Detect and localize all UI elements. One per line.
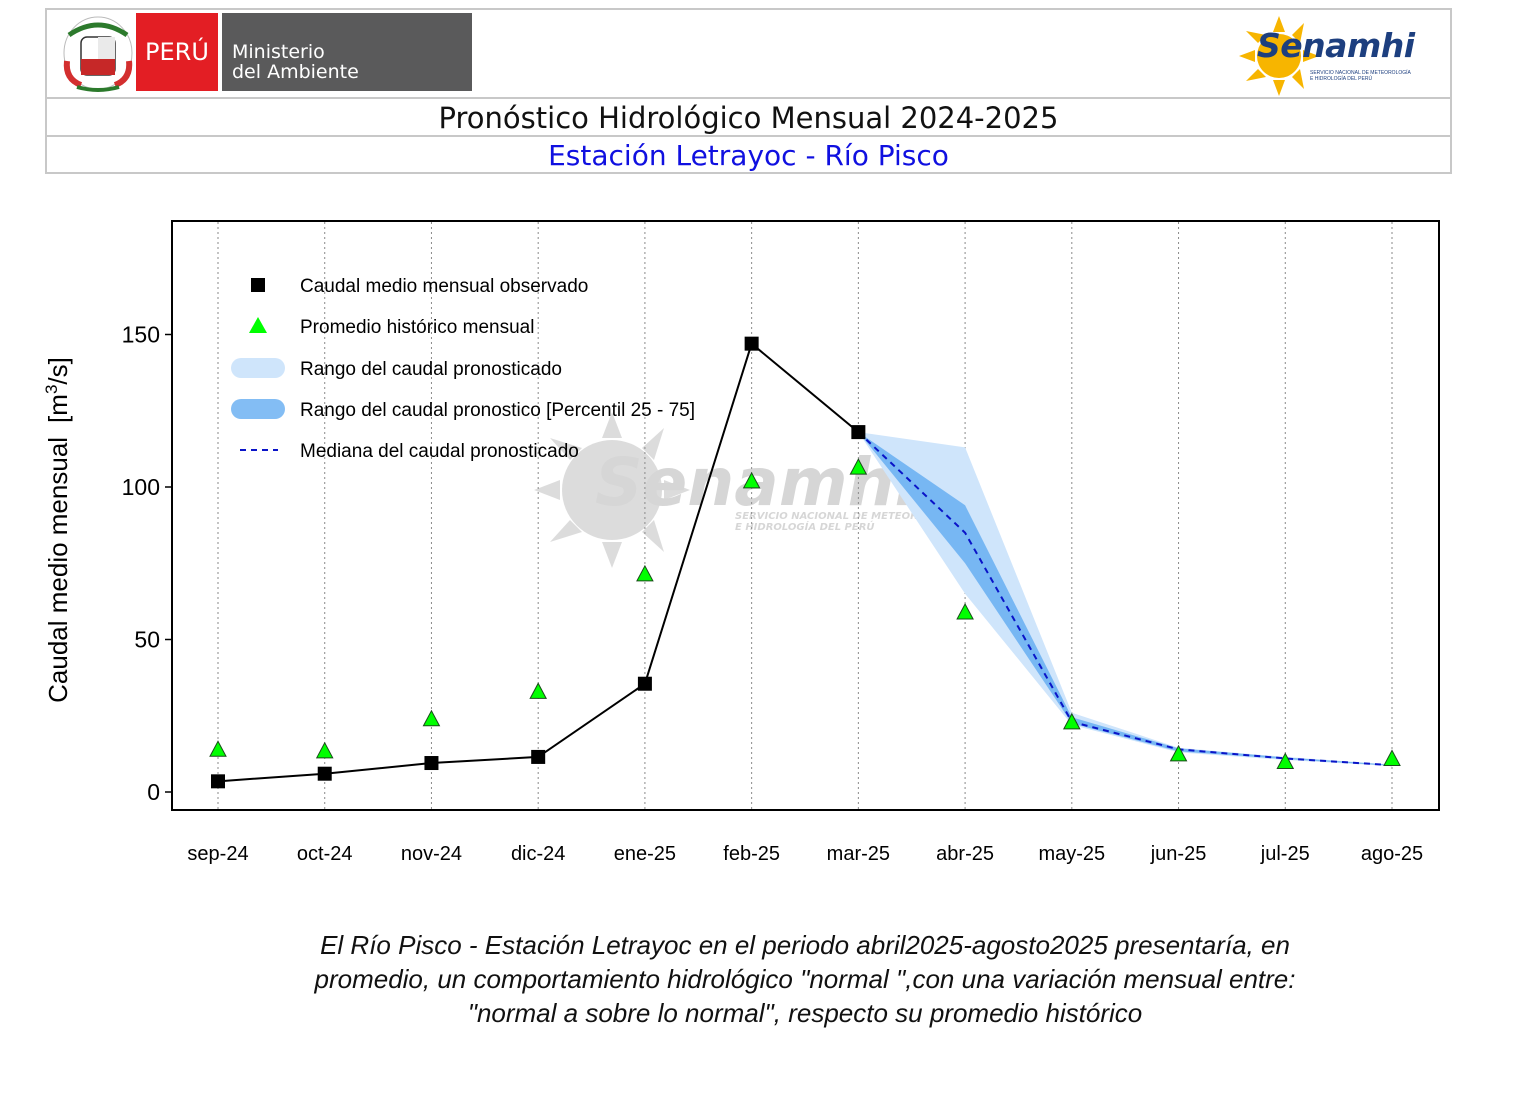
historical-point bbox=[1383, 749, 1401, 766]
band-band-outer bbox=[858, 432, 1392, 767]
y-axis-unit-exp: 3 bbox=[42, 385, 61, 394]
historical-point bbox=[422, 709, 441, 727]
ministry-line1: Ministerio bbox=[232, 41, 325, 63]
logo-row: PERÚ Ministerio del Ambiente Senamhi SER… bbox=[47, 10, 1450, 99]
senamhi-sun-icon bbox=[1239, 16, 1319, 96]
legend: Caudal medio mensual observado Promedio h… bbox=[231, 276, 695, 462]
ministry-label: Ministerio del Ambiente bbox=[222, 13, 472, 91]
historical-point bbox=[315, 741, 334, 759]
observed-point bbox=[531, 749, 546, 764]
header-box: PERÚ Ministerio del Ambiente Senamhi SER… bbox=[45, 8, 1452, 174]
historical-point bbox=[1062, 712, 1081, 730]
y-axis-label-text: Caudal medio mensual bbox=[43, 437, 73, 703]
plot-frame bbox=[171, 220, 1440, 811]
y-tick-label: 100 bbox=[122, 474, 160, 500]
senamhi-small-line2: E HIDROLOGÍA DEL PERÚ bbox=[1310, 76, 1373, 82]
x-tick-label: mar-25 bbox=[827, 843, 890, 865]
y-tick-label: 50 bbox=[134, 627, 160, 653]
observed-point bbox=[851, 425, 866, 440]
historical-point bbox=[956, 602, 974, 620]
series-markers bbox=[209, 336, 1401, 789]
median-line bbox=[857, 431, 1393, 767]
legend-historical-swatch bbox=[249, 317, 267, 333]
y-tick-label: 150 bbox=[122, 322, 160, 348]
legend-range-swatch bbox=[231, 358, 285, 378]
forecast-bands bbox=[858, 432, 1392, 767]
legend-label: Promedio histórico mensual bbox=[300, 317, 534, 338]
senamhi-logo-subtext: SERVICIO NACIONAL DE METEOROLOGÍA E HIDR… bbox=[1310, 70, 1440, 82]
historical-point bbox=[1169, 744, 1188, 762]
observed-point bbox=[744, 336, 759, 351]
y-axis: 0 50 100 150 bbox=[122, 322, 172, 805]
historical-point bbox=[529, 682, 548, 699]
caption-line3: "normal a sobre lo normal", respecto su … bbox=[467, 998, 1143, 1028]
senamhi-logo-text: Senamhi bbox=[1257, 26, 1415, 65]
x-tick-label: ene-25 bbox=[614, 843, 676, 865]
ministry-line2: del Ambiente bbox=[232, 61, 359, 83]
observed-point bbox=[637, 676, 652, 691]
x-tick-label: oct-24 bbox=[297, 843, 353, 865]
x-tick-label: dic-24 bbox=[511, 843, 565, 865]
legend-percentile-swatch bbox=[231, 399, 285, 419]
x-tick-label: sep-24 bbox=[187, 843, 248, 865]
watermark-line1: SERVICIO NACIONAL DE METEOROLOGÍA bbox=[735, 509, 961, 522]
legend-label: Mediana del caudal pronosticado bbox=[300, 441, 579, 462]
caption-line2: promedio, un comportamiento hidrológico … bbox=[314, 964, 1296, 994]
legend-observed-swatch bbox=[251, 278, 265, 292]
peru-coat-of-arms-icon bbox=[63, 16, 133, 92]
x-axis: sep-24 oct-24 nov-24 dic-24 ene-25 feb-25 mar-… bbox=[187, 843, 1423, 865]
x-tick-label: ago-25 bbox=[1361, 843, 1423, 865]
legend-label: Rango del caudal pronosticado bbox=[300, 359, 562, 380]
x-tick-label: nov-24 bbox=[401, 843, 462, 865]
hydrograph-chart: Senamhi SERVICIO NACIONAL DE METEOROLOGÍ… bbox=[42, 220, 1440, 865]
x-tick-label: abr-25 bbox=[936, 843, 994, 865]
observed-point bbox=[211, 774, 225, 789]
forecast-caption: El Río Pisco - Estación Letrayoc en el p… bbox=[200, 928, 1410, 1030]
legend-label: Caudal medio mensual observado bbox=[300, 276, 588, 297]
watermark-line2: E HIDROLOGÍA DEL PERÚ bbox=[735, 520, 875, 533]
senamhi-small-line1: SERVICIO NACIONAL DE METEOROLOGÍA bbox=[1310, 70, 1411, 76]
historical-point bbox=[636, 564, 654, 582]
observed-point bbox=[317, 766, 332, 781]
legend-label: Rango del caudal pronostico [Percentil 2… bbox=[300, 400, 695, 421]
peru-label: PERÚ bbox=[136, 13, 218, 91]
caption-line1: El Río Pisco - Estación Letrayoc en el p… bbox=[320, 930, 1290, 960]
y-axis-label: Caudal medio mensual [m3/s] bbox=[42, 357, 73, 703]
x-tick-label: feb-25 bbox=[723, 843, 780, 865]
historical-point bbox=[1276, 752, 1295, 769]
senamhi-watermark: Senamhi SERVICIO NACIONAL DE METEOROLOGÍ… bbox=[534, 412, 961, 568]
x-tick-label: jul-25 bbox=[1260, 843, 1310, 865]
x-tick-label: jun-25 bbox=[1150, 843, 1207, 865]
y-axis-unit: [m bbox=[43, 394, 73, 423]
y-tick-label: 0 bbox=[147, 779, 160, 805]
x-tick-label: may-25 bbox=[1038, 843, 1105, 865]
historical-point bbox=[209, 740, 227, 757]
historical-point bbox=[849, 458, 868, 475]
page-subtitle: Estación Letrayoc - Río Pisco bbox=[548, 139, 949, 172]
historical-point bbox=[742, 471, 761, 489]
y-axis-unit-tail: /s] bbox=[43, 357, 73, 384]
observed-point bbox=[424, 756, 439, 771]
page-title: Pronóstico Hidrológico Mensual 2024-2025 bbox=[47, 99, 1450, 137]
